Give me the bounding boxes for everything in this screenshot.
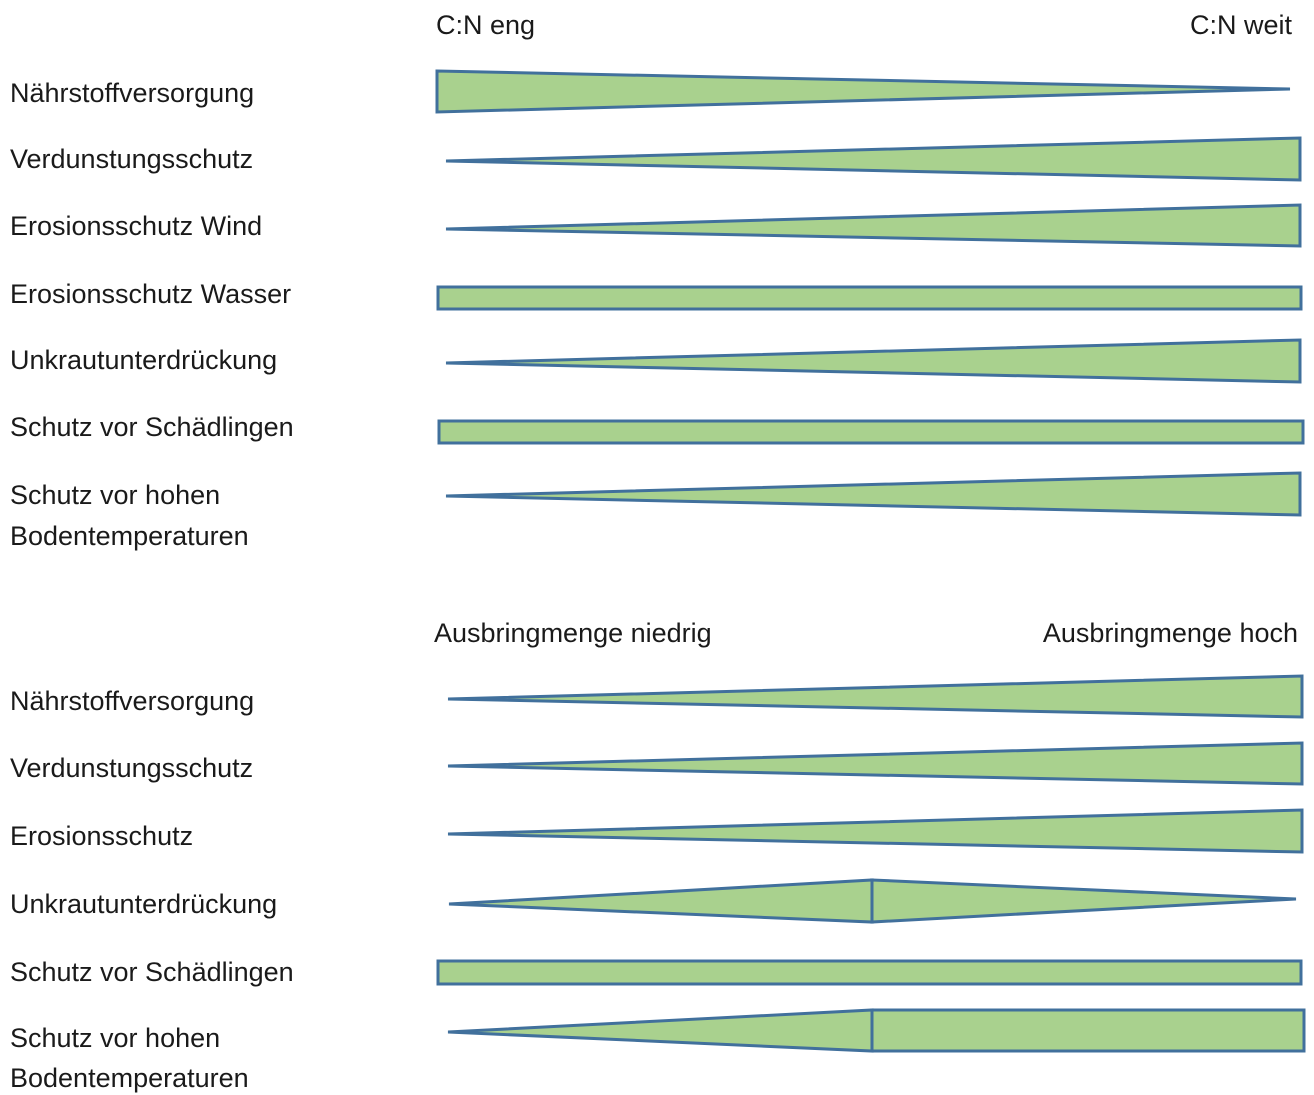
- s1-row-label-line2: Bodentemperaturen: [10, 521, 249, 551]
- s1-constant-bar-erosion-wasser: [436, 285, 1303, 311]
- s1-increasing-wedge-verdunstung: [445, 136, 1302, 182]
- s1-row-label: Erosionsschutz Wind: [10, 211, 262, 241]
- s1-increasing-wedge-unkraut: [445, 338, 1302, 384]
- s2-row-label-line2: Bodentemperaturen: [10, 1063, 249, 1093]
- s2-row-label: Nährstoffversorgung: [10, 686, 254, 716]
- s1-constant-bar-schaedlinge: [437, 419, 1305, 445]
- s2-row-label: Schutz vor hohen: [10, 1023, 220, 1053]
- s2-row-label: Schutz vor Schädlingen: [10, 957, 294, 987]
- s1-row-label: Erosionsschutz Wasser: [10, 279, 291, 309]
- s2-rising-wedge-unkraut: [448, 878, 874, 924]
- section2-left-header: Ausbringmenge niedrig: [434, 618, 712, 648]
- section1-right-header: C:N weit: [1190, 10, 1293, 40]
- s2-row-label: Unkrautunterdrückung: [10, 889, 277, 919]
- section2-right-header: Ausbringmenge hoch: [1043, 618, 1298, 648]
- s2-row-label: Erosionsschutz: [10, 821, 193, 851]
- s2-falling-wedge-unkraut: [870, 878, 1297, 924]
- s2-increasing-wedge-erosion: [447, 808, 1304, 854]
- s1-row-label: Unkrautunterdrückung: [10, 345, 277, 375]
- s1-row-label: Schutz vor hohen: [10, 480, 220, 510]
- s1-row-label: Schutz vor Schädlingen: [10, 412, 294, 442]
- s1-row-label: Nährstoffversorgung: [10, 78, 254, 108]
- s2-constant-bar-bodentemp: [870, 1008, 1306, 1053]
- s2-constant-bar-schaedlinge: [436, 959, 1303, 986]
- s2-increasing-wedge-naehrstoff: [447, 674, 1304, 719]
- s2-increasing-wedge-verdunstung: [447, 741, 1304, 786]
- s1-decreasing-wedge-naehrstoff: [435, 69, 1291, 114]
- s2-row-label: Verdunstungsschutz: [10, 753, 253, 783]
- s2-rising-wedge-bodentemp: [447, 1008, 874, 1053]
- s1-row-label: Verdunstungsschutz: [10, 144, 253, 174]
- section1-left-header: C:N eng: [436, 10, 535, 40]
- s1-increasing-wedge-bodentemp: [445, 471, 1302, 517]
- s1-increasing-wedge-erosion-wind: [445, 203, 1302, 248]
